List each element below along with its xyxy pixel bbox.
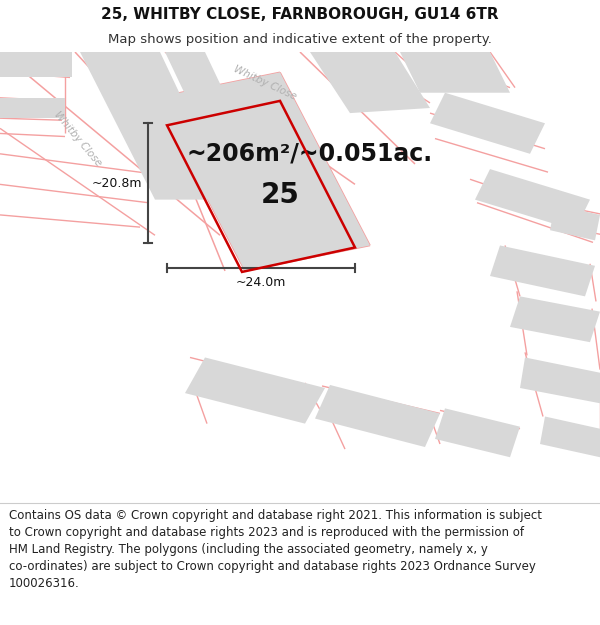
Polygon shape bbox=[540, 416, 600, 457]
Text: Whitby Close: Whitby Close bbox=[232, 64, 298, 101]
Polygon shape bbox=[510, 296, 600, 342]
Polygon shape bbox=[165, 52, 415, 184]
Polygon shape bbox=[435, 408, 520, 458]
Text: 25: 25 bbox=[260, 181, 299, 209]
Polygon shape bbox=[80, 52, 230, 199]
Text: 25, WHITBY CLOSE, FARNBOROUGH, GU14 6TR: 25, WHITBY CLOSE, FARNBOROUGH, GU14 6TR bbox=[101, 7, 499, 22]
Polygon shape bbox=[155, 72, 370, 271]
Polygon shape bbox=[0, 52, 220, 235]
Polygon shape bbox=[490, 246, 595, 296]
Text: ~20.8m: ~20.8m bbox=[91, 177, 142, 190]
Text: Whitby Close: Whitby Close bbox=[52, 109, 104, 168]
Polygon shape bbox=[430, 92, 545, 154]
Polygon shape bbox=[315, 385, 440, 447]
Text: Contains OS data © Crown copyright and database right 2021. This information is : Contains OS data © Crown copyright and d… bbox=[9, 509, 542, 590]
Polygon shape bbox=[0, 98, 65, 118]
Polygon shape bbox=[185, 357, 325, 424]
Polygon shape bbox=[165, 52, 275, 199]
Polygon shape bbox=[310, 52, 430, 113]
Text: ~206m²/~0.051ac.: ~206m²/~0.051ac. bbox=[187, 142, 433, 166]
Polygon shape bbox=[550, 205, 600, 241]
Polygon shape bbox=[520, 357, 600, 403]
Polygon shape bbox=[0, 52, 72, 78]
Polygon shape bbox=[400, 52, 510, 92]
Text: Map shows position and indicative extent of the property.: Map shows position and indicative extent… bbox=[108, 32, 492, 46]
Polygon shape bbox=[475, 169, 590, 230]
Text: ~24.0m: ~24.0m bbox=[236, 276, 286, 289]
